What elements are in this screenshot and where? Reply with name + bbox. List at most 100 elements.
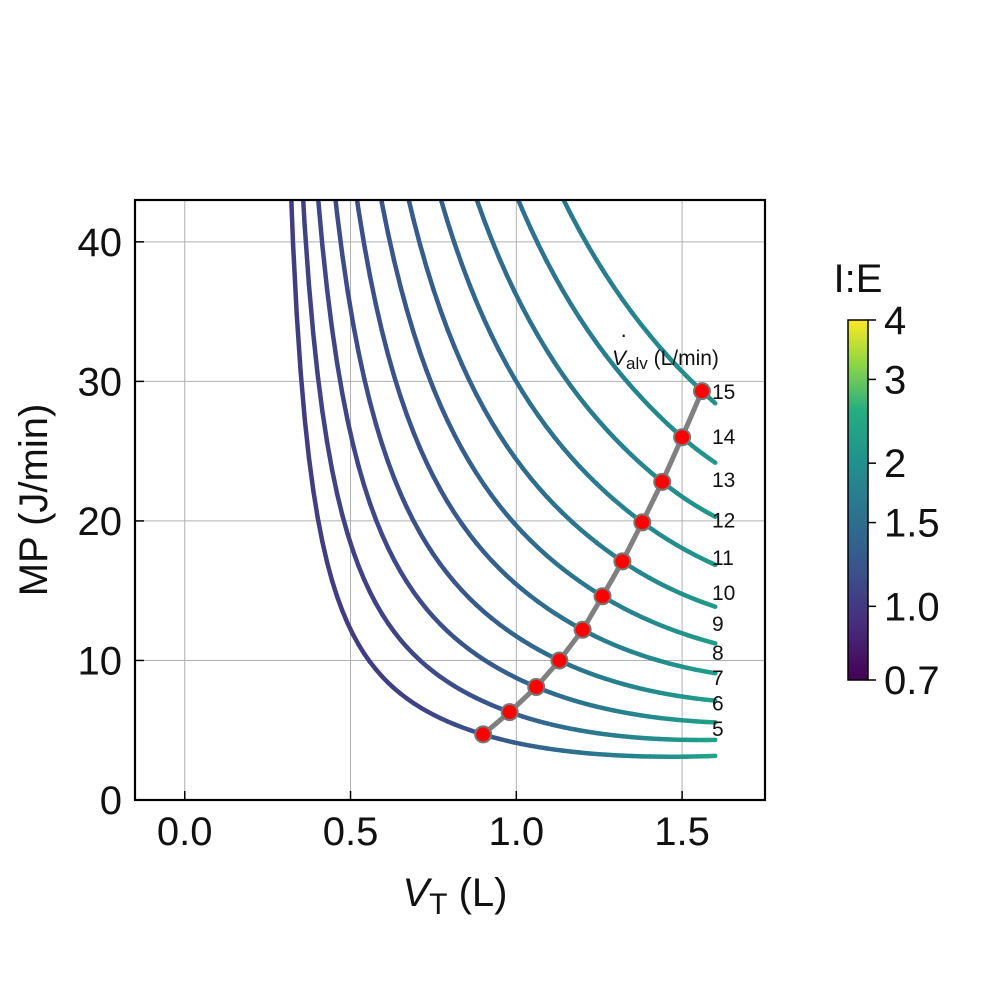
curve-segment [481,316,494,338]
curve-segment [354,200,361,213]
x-tick-label: 0.5 [323,810,379,854]
curve-segment [361,577,373,595]
y-tick-label: 0 [100,779,122,823]
curve-segment [370,0,376,18]
curve-segment [491,128,499,150]
curve-segment [455,0,462,25]
min-mp-point [693,382,711,401]
curve-segment [496,348,509,368]
curve-segment [320,243,330,293]
curve-segment [569,213,583,234]
curve-segment [361,376,373,405]
curve-13 [420,0,718,520]
curve-segment [577,316,591,334]
curve-segment [703,669,718,676]
curve-label: 8 [712,642,724,665]
curve-label: 14 [712,426,736,449]
curve-segment [379,200,391,236]
curve-segment [522,103,530,124]
curve-segment [367,273,379,307]
curve-segment [577,228,591,249]
min-mp-point [633,513,652,532]
curve-segment [594,258,608,277]
min-mp-point [550,651,569,670]
curve-segment [302,416,312,460]
curve-segment [327,116,332,168]
x-tick-label: 0.0 [157,810,213,854]
curve-segment [520,389,533,407]
curve-segment [373,517,385,537]
curve-segment [445,418,457,438]
curve-segment [420,0,427,11]
y-axis-title: MP (J/min) [12,404,56,597]
curve-segment [364,94,370,134]
x-axis-title: VT (L) [402,871,507,921]
curve-segment [391,373,403,399]
curve-segment [348,0,353,1]
curve-segment [345,418,356,447]
curve-segment [283,0,286,39]
curve-segment [300,200,307,228]
curve-segment [424,265,436,293]
colorbar-tick-label: 1.5 [884,502,940,546]
curve-segment [400,17,406,53]
curve-segment [385,545,397,563]
curve-segment [334,594,345,613]
curve-segment [434,43,441,73]
min-mp-point [474,725,493,744]
curve-segment [536,242,549,264]
curve-segment [348,129,353,172]
curve-segment [379,328,391,357]
curve-segment [411,217,423,247]
curve-segment [445,327,457,350]
curve-5 [283,0,718,759]
curve-segment [367,501,379,522]
colorbar-tick-label: 1.0 [884,585,940,629]
x-tick-label: 1.5 [654,810,710,854]
curve-segment [620,374,635,390]
curve-segment [391,476,403,496]
curve-segment [438,307,450,332]
curve-segment [400,163,406,192]
curve-segment [703,558,718,568]
curve-segment [703,453,718,465]
curve-segment [561,200,565,201]
curve-segment [337,28,342,81]
curve-segment [474,200,479,201]
curve-segment [569,302,583,321]
curve-segment [481,406,494,424]
curve-segment [496,431,509,449]
curve-segment [289,200,296,247]
curve-segment [315,515,325,545]
grid-lines [135,200,765,801]
min-mp-point [653,472,672,491]
curve-segment [703,601,718,609]
curve-segment [320,409,330,445]
curve-segment [356,563,367,582]
plot-frame [133,198,767,802]
curve-segment [452,241,464,267]
curve-segment [350,442,361,469]
curve-segment [373,302,385,333]
curve-segment [404,412,416,435]
curve-segment [406,200,416,222]
curve-segment [438,487,450,505]
curve-segment [552,273,566,294]
curve-label: 13 [712,469,735,492]
curve-segment [528,319,541,339]
curve-segment [459,446,472,464]
curve-segment [474,299,487,322]
curve-segment [361,242,373,279]
curve-segment [370,133,376,169]
min-mp-point [573,620,592,639]
colorbar-tick-label: 0.7 [884,659,940,703]
curve-segment [340,391,350,423]
curve-label: 7 [712,667,724,690]
curve-label: 11 [712,547,734,570]
curve-segment [528,225,541,247]
y-tick-label: 40 [78,221,123,265]
curve-segment [629,310,644,327]
curve-segment [427,11,434,43]
curve-segment [431,287,443,313]
x-tick-label: 1.0 [489,810,545,854]
